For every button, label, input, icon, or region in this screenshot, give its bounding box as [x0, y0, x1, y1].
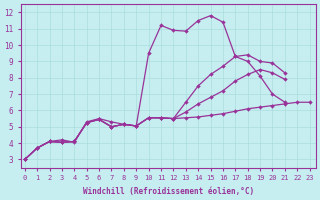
X-axis label: Windchill (Refroidissement éolien,°C): Windchill (Refroidissement éolien,°C) [83, 187, 254, 196]
